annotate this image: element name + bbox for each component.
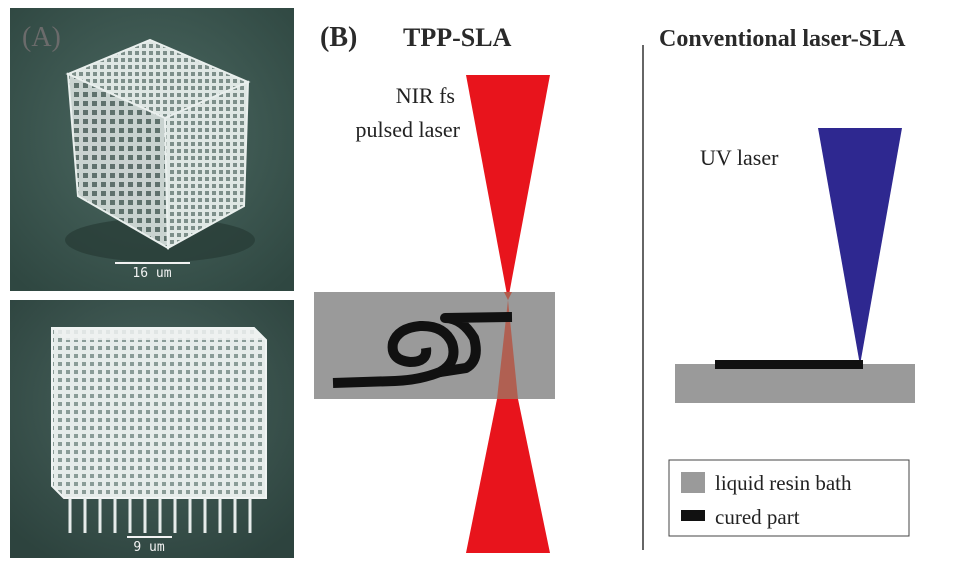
nir-beam-lower	[466, 399, 550, 553]
legend-label-cured: cured part	[715, 505, 800, 529]
sem-image-bottom	[10, 300, 294, 558]
legend-label-resin: liquid resin bath	[715, 471, 852, 495]
nir-laser-label-line1: NIR fs	[396, 83, 455, 108]
tpp-sla-title: TPP-SLA	[403, 23, 512, 52]
scale-bar-top: 16 um	[115, 262, 190, 281]
nir-beam-in-resin	[497, 300, 518, 399]
scale-bar-top-label: 16 um	[132, 266, 171, 281]
sem-image-top	[10, 8, 294, 291]
conventional-sla-title: Conventional laser-SLA	[659, 26, 906, 52]
legend: liquid resin bath cured part	[668, 459, 910, 537]
conventional-cured-part	[715, 360, 863, 369]
legend-box	[668, 459, 910, 537]
conventional-resin-bath	[675, 364, 915, 403]
nir-beam-upper	[466, 75, 550, 300]
uv-beam	[818, 128, 902, 365]
scale-bar-bottom: 9 um	[127, 536, 172, 555]
legend-swatch-cured	[681, 510, 705, 521]
panel-b-label: (B)	[320, 22, 357, 53]
scale-bar-bottom-label: 9 um	[133, 540, 164, 555]
legend-swatch-resin	[681, 472, 705, 493]
uv-laser-label: UV laser	[700, 145, 779, 170]
panel-a-label: (A)	[22, 22, 61, 53]
tpp-cured-part	[332, 312, 513, 388]
nir-laser-label-line2: pulsed laser	[356, 117, 461, 142]
